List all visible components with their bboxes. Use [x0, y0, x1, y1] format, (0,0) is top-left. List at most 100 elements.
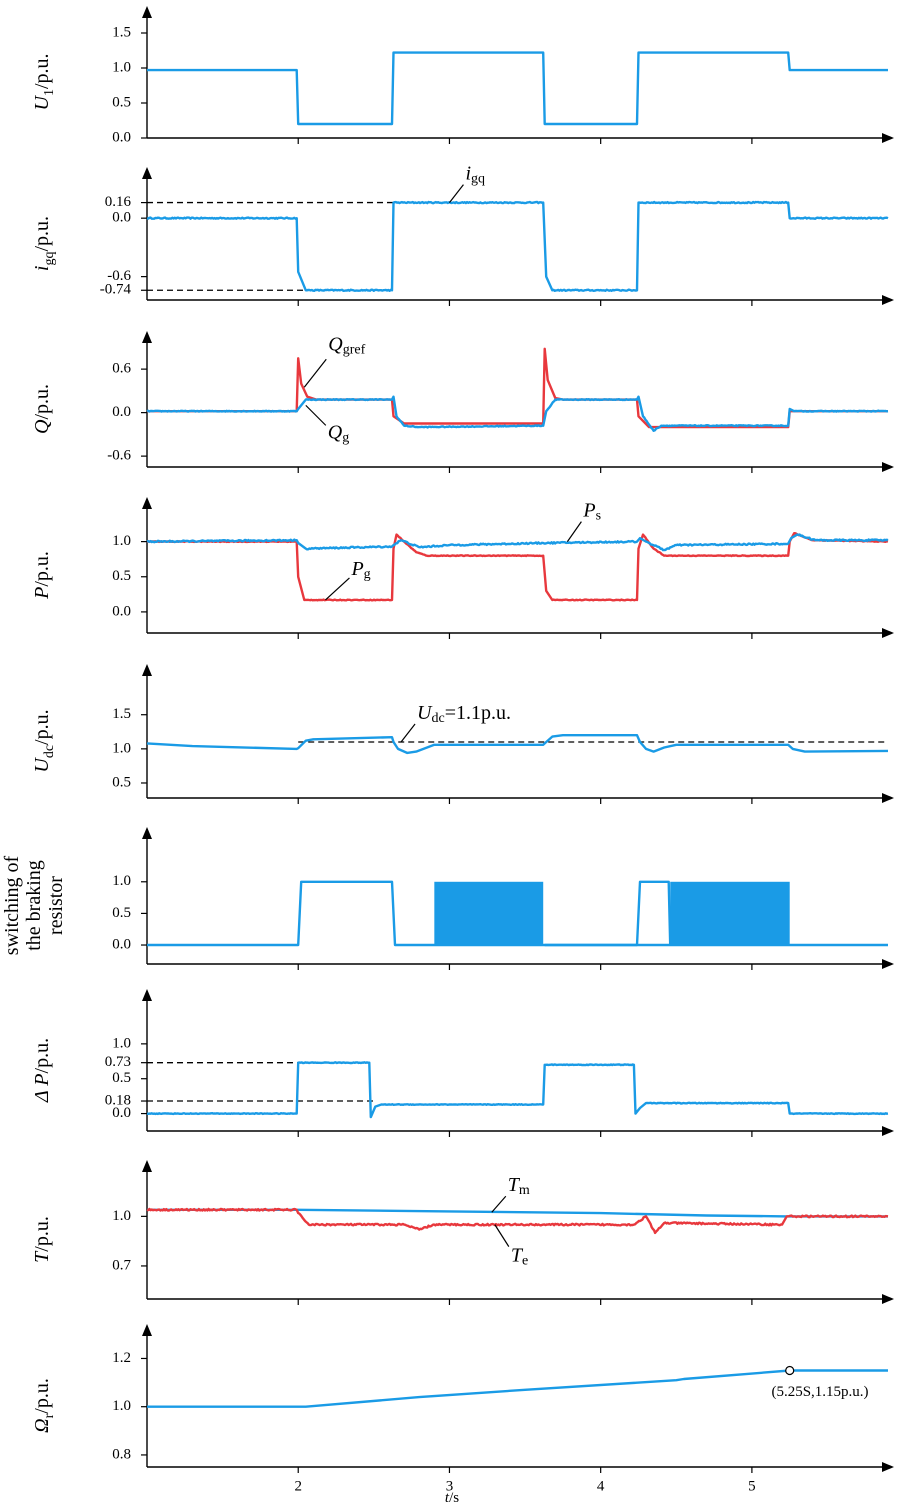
y-tick-label: 0.73 — [105, 1054, 131, 1070]
y-axis-label: Ωr/p.u. — [31, 1378, 57, 1433]
y-axis-arrow — [142, 664, 152, 676]
y-tick-label: 0.5 — [112, 568, 131, 584]
panel-t: 0.7 1.0 T/p.u. Tm Te — [31, 1160, 894, 1305]
y-tick-label: 0.0 — [112, 603, 131, 619]
y-axis-label: P/p.u. — [31, 551, 53, 600]
x-axis-arrow — [882, 295, 894, 305]
point-marker — [785, 1365, 795, 1376]
annotation-leader — [448, 184, 464, 203]
panel-dp: 0.00.18 0.50.73 1.0 Δ P/p.u. — [31, 989, 894, 1137]
y-axis-label: switching ofthe brakingresistor — [1, 855, 67, 955]
y-tick-label: 0.5 — [112, 905, 131, 921]
y-tick-label: 0.6 — [112, 361, 131, 377]
series-line-blue — [146, 734, 889, 755]
panel-p: 0.0 0.5 1.0 P/p.u. Ps Pg — [31, 497, 894, 639]
panel-omega: 0.8 1.0 1.2 Ωr/p.u. (5.25S,1.15p.u.) 2 3 4 5 t/s — [31, 1324, 894, 1506]
annotation-leader — [491, 1195, 507, 1213]
series-annotation: Pg — [350, 558, 370, 583]
y-tick-label: 1.5 — [112, 706, 131, 722]
y-axis-arrow — [142, 1324, 152, 1336]
annotation-leader — [400, 723, 416, 743]
annotation-leader — [303, 358, 327, 388]
y-tick-label: 1.0 — [112, 873, 131, 889]
annotation-leader — [494, 1224, 510, 1247]
y-axis-arrow — [142, 827, 152, 839]
y-tick-label: 1.0 — [112, 533, 131, 549]
y-axis-arrow — [142, 6, 152, 18]
y-tick-label: 0.0 — [112, 129, 131, 145]
x-tick-label: 2 — [294, 1478, 302, 1494]
switching-block — [434, 881, 544, 946]
x-axis-arrow — [882, 462, 894, 472]
y-tick-label: 1.0 — [112, 59, 131, 75]
panel-brake: 0.0 0.5 1.0 switching ofthe brakingresistor — [1, 827, 894, 970]
x-axis-arrow — [882, 793, 894, 803]
y-tick-label: 1.5 — [112, 24, 131, 40]
y-axis-arrow — [142, 497, 152, 509]
y-tick-label: 0.16 — [105, 194, 132, 210]
point-label: (5.25S,1.15p.u.) — [771, 1384, 868, 1400]
y-tick-label: 0.5 — [112, 1070, 131, 1086]
x-axis-arrow — [882, 1294, 894, 1304]
y-tick-label: 0.8 — [112, 1446, 131, 1462]
y-tick-label: 0.0 — [112, 210, 131, 226]
y-tick-label: -0.6 — [107, 448, 131, 464]
y-tick-label: 0.0 — [112, 1105, 131, 1121]
series-annotation: Qgref — [328, 333, 365, 358]
y-tick-label: 0.7 — [112, 1257, 131, 1273]
panel-q: -0.6 0.0 0.6 Q/p.u. Qgref Qg — [31, 331, 894, 473]
y-axis-label: Udc/p.u. — [31, 709, 57, 772]
x-tick-label: 3 — [446, 1478, 454, 1494]
panel-igq: -0.74-0.6 0.00.16 igq/p.u. igq — [31, 162, 894, 306]
series-annotation: igq — [465, 162, 485, 187]
y-tick-label: 1.0 — [112, 1398, 131, 1414]
series-line-blue — [146, 533, 889, 552]
x-axis-label: t/s — [445, 1490, 459, 1506]
x-axis-arrow — [882, 133, 894, 143]
y-axis-label: U1/p.u. — [31, 53, 57, 110]
annotation-leader — [566, 521, 582, 542]
y-axis-label: Δ P/p.u. — [31, 1038, 53, 1103]
y-tick-label: 1.0 — [112, 1035, 131, 1051]
switching-block — [670, 881, 790, 946]
y-tick-label: 0.18 — [105, 1092, 131, 1108]
annotation-leader — [305, 404, 327, 426]
y-tick-label: 1.0 — [112, 1208, 131, 1224]
y-axis-arrow — [142, 331, 152, 343]
series-line-blue — [147, 1369, 888, 1408]
y-tick-label: 0.0 — [112, 936, 131, 952]
x-axis-arrow — [882, 1126, 894, 1136]
y-tick-label: -0.6 — [107, 268, 131, 284]
y-axis-label: igq/p.u. — [31, 216, 57, 271]
series-line-blue — [146, 395, 889, 432]
y-axis-arrow — [142, 167, 152, 179]
x-tick-label: 5 — [748, 1478, 756, 1494]
series-annotation: Te — [511, 1244, 528, 1269]
x-axis-arrow — [882, 628, 894, 638]
y-tick-label: -0.74 — [100, 282, 132, 298]
y-tick-label: 0.5 — [112, 774, 131, 790]
y-tick-label: 0.0 — [112, 404, 131, 420]
panel-udc: 0.5 1.0 1.5 Udc/p.u. Udc=1.1p.u. — [31, 664, 894, 804]
series-line-blue — [147, 51, 888, 126]
annotation-leader — [325, 577, 350, 601]
y-axis-arrow — [142, 1160, 152, 1172]
y-axis-label: Q/p.u. — [31, 384, 53, 434]
x-axis-arrow — [882, 959, 894, 969]
panel-u1: 0.0 0.5 1.0 1.5 U1/p.u. — [31, 6, 894, 145]
series-annotation: Qg — [328, 421, 349, 446]
series-annotation: Tm — [508, 1174, 530, 1199]
y-axis-label: T/p.u. — [31, 1216, 53, 1263]
y-tick-label: 1.2 — [112, 1350, 131, 1366]
series-annotation: Udc=1.1p.u. — [417, 702, 511, 727]
series-line-blue — [146, 1061, 889, 1119]
x-tick-label: 4 — [597, 1478, 605, 1494]
x-axis-arrow — [882, 1462, 894, 1472]
series-line-blue — [544, 880, 672, 947]
series-line-blue — [147, 880, 888, 947]
series-annotation: Ps — [582, 499, 601, 524]
series-line-red — [146, 1207, 889, 1235]
y-tick-label: 1.0 — [112, 740, 131, 756]
series-line-blue — [146, 200, 889, 292]
